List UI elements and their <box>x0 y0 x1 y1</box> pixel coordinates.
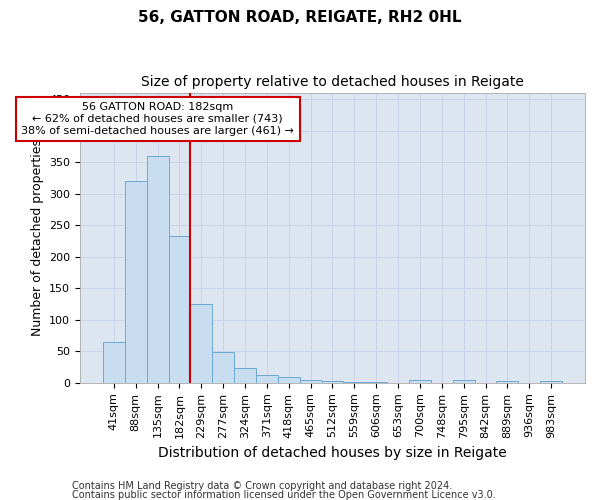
Bar <box>190 304 212 383</box>
Bar <box>234 368 256 383</box>
Bar <box>409 380 431 383</box>
Bar <box>125 181 146 383</box>
Text: 56, GATTON ROAD, REIGATE, RH2 0HL: 56, GATTON ROAD, REIGATE, RH2 0HL <box>138 10 462 25</box>
Bar <box>256 374 278 383</box>
Y-axis label: Number of detached properties: Number of detached properties <box>31 140 44 336</box>
X-axis label: Distribution of detached houses by size in Reigate: Distribution of detached houses by size … <box>158 446 507 460</box>
Bar <box>299 380 322 383</box>
Text: 56 GATTON ROAD: 182sqm
← 62% of detached houses are smaller (743)
38% of semi-de: 56 GATTON ROAD: 182sqm ← 62% of detached… <box>21 102 294 136</box>
Bar <box>146 156 169 383</box>
Bar <box>343 382 365 383</box>
Bar <box>453 380 475 383</box>
Bar <box>496 381 518 383</box>
Bar <box>103 342 125 383</box>
Text: Contains HM Land Registry data © Crown copyright and database right 2024.: Contains HM Land Registry data © Crown c… <box>72 481 452 491</box>
Bar <box>278 377 299 383</box>
Text: Contains public sector information licensed under the Open Government Licence v3: Contains public sector information licen… <box>72 490 496 500</box>
Bar <box>540 381 562 383</box>
Bar <box>212 352 234 383</box>
Bar <box>365 382 387 383</box>
Title: Size of property relative to detached houses in Reigate: Size of property relative to detached ho… <box>141 75 524 89</box>
Bar <box>322 381 343 383</box>
Bar <box>169 236 190 383</box>
